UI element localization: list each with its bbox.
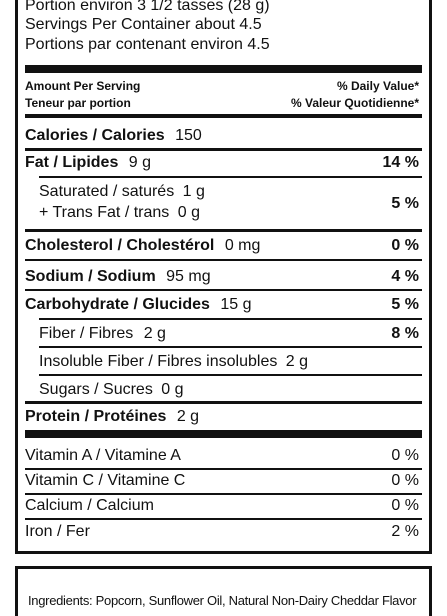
calcium-label: Calcium / Calcium	[25, 497, 154, 514]
sugars-row: Sugars / Sucres 0 g	[25, 381, 422, 399]
saturated-label: Saturated / saturés	[39, 183, 175, 200]
vitamin-c-dv: 0 %	[391, 472, 419, 489]
portion-fr: Portion environ 3 1/2 tasses (28 g)	[25, 0, 270, 14]
carbohydrate-label: Carbohydrate / Glucides	[25, 296, 210, 313]
fiber-row: Fiber / Fibres 2 g 8 %	[25, 325, 422, 343]
insoluble-fiber-row: Insoluble Fiber / Fibres insolubles 2 g	[25, 353, 422, 371]
nutrition-facts-table: Portion environ 3 1/2 tasses (28 g) Serv…	[15, 0, 432, 554]
trans-label: + Trans Fat / trans	[39, 204, 170, 221]
servings-en: Servings Per Container about 4.5	[25, 16, 262, 33]
saturated-row: Saturated / saturés 1 g	[25, 183, 422, 201]
fat-amount: 9 g	[128, 154, 152, 171]
ingredients-panel: Ingredients: Popcorn, Sunflower Oil, Nat…	[15, 566, 432, 616]
fat-dv: 14 %	[382, 154, 419, 171]
medium-divider	[25, 114, 422, 118]
vitamin-a-dv: 0 %	[391, 447, 419, 464]
iron-row: Iron / Fer 2 %	[25, 523, 422, 541]
calories-row: Calories / Calories 150	[25, 127, 422, 145]
thick-divider	[25, 65, 422, 73]
iron-label: Iron / Fer	[25, 523, 90, 540]
carbohydrate-amount: 15 g	[220, 296, 252, 313]
daily-value-header: % Daily Value*	[336, 79, 419, 93]
carbohydrate-row: Carbohydrate / Glucides 15 g 5 %	[25, 296, 422, 314]
saturated-dv: 5 %	[391, 195, 419, 212]
cholesterol-label: Cholesterol / Cholestérol	[25, 237, 215, 254]
fiber-dv: 8 %	[391, 325, 419, 342]
cholesterol-dv: 0 %	[391, 237, 419, 254]
vitamin-a-row: Vitamin A / Vitamine A 0 %	[25, 447, 422, 465]
thick-divider-bottom	[25, 430, 422, 438]
vitamin-c-row: Vitamin C / Vitamine C 0 %	[25, 472, 422, 490]
iron-dv: 2 %	[391, 523, 419, 540]
trans-amount: 0 g	[177, 204, 200, 221]
sodium-dv: 4 %	[391, 268, 419, 285]
protein-row: Protein / Protéines 2 g	[25, 408, 422, 426]
calcium-row: Calcium / Calcium 0 %	[25, 497, 422, 515]
fiber-amount: 2 g	[143, 325, 166, 342]
servings-fr: Portions par contenant environ 4.5	[25, 36, 270, 53]
sodium-row: Sodium / Sodium 95 mg 4 %	[25, 268, 422, 286]
sodium-label: Sodium / Sodium	[25, 268, 156, 285]
teneur-par-portion: Teneur par portion	[25, 96, 131, 110]
amount-per-serving: Amount Per Serving	[25, 79, 141, 93]
protein-label: Protein / Protéines	[25, 408, 167, 425]
vitamin-a-label: Vitamin A / Vitamine A	[25, 447, 181, 464]
carbohydrate-dv: 5 %	[391, 296, 419, 313]
calories-value: 150	[175, 127, 202, 144]
fat-row: Fat / Lipides 9 g 14 %	[25, 154, 422, 172]
sodium-amount: 95 mg	[166, 268, 211, 285]
fat-label: Fat / Lipides	[25, 154, 119, 171]
insoluble-fiber-label: Insoluble Fiber / Fibres insolubles	[39, 353, 278, 370]
trans-row: + Trans Fat / trans 0 g	[25, 204, 422, 222]
sugars-amount: 0 g	[161, 381, 184, 398]
calcium-dv: 0 %	[391, 497, 419, 514]
cholesterol-amount: 0 mg	[224, 237, 261, 254]
ingredients-text: Ingredients: Popcorn, Sunflower Oil, Nat…	[28, 593, 417, 608]
vitamin-c-label: Vitamin C / Vitamine C	[25, 472, 186, 489]
valeur-quotidienne-header: % Valeur Quotidienne*	[290, 96, 419, 110]
protein-amount: 2 g	[176, 408, 200, 425]
insoluble-fiber-amount: 2 g	[285, 353, 309, 370]
saturated-amount: 1 g	[182, 183, 205, 200]
cholesterol-row: Cholesterol / Cholestérol 0 mg 0 %	[25, 237, 422, 255]
fiber-label: Fiber / Fibres	[39, 325, 134, 342]
calories-label: Calories / Calories	[25, 127, 165, 144]
sugars-label: Sugars / Sucres	[39, 381, 153, 398]
